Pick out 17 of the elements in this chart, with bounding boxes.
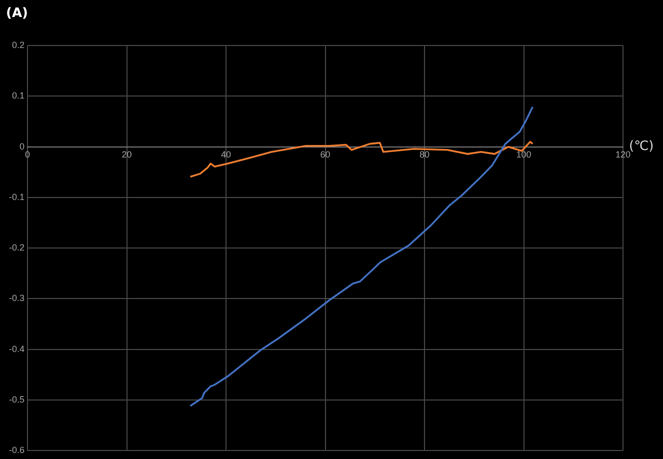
y-tick-label: -0.3 [8, 293, 25, 304]
y-tick-label: 0.2 [12, 40, 25, 50]
y-tick-label: -0.1 [8, 192, 25, 202]
y-tick-label: -0.2 [8, 242, 25, 253]
y-tick-label: -0.6 [8, 445, 25, 456]
x-tick-label: 100 [516, 150, 532, 160]
y-tick-label: 0.1 [12, 90, 25, 101]
x-tick-label: 60 [320, 150, 330, 160]
x-tick-label: 40 [221, 150, 232, 160]
y-tick-label: -0.5 [8, 394, 25, 404]
x-tick-label: 80 [419, 150, 430, 160]
y-tick-label: -0.4 [8, 344, 25, 354]
x-axis-title: (℃) [629, 139, 654, 154]
chart-title: (A) [6, 6, 28, 22]
x-tick-label: 120 [615, 150, 631, 160]
y-tick-label: 0 [19, 141, 25, 152]
x-tick-label: 20 [122, 150, 132, 160]
